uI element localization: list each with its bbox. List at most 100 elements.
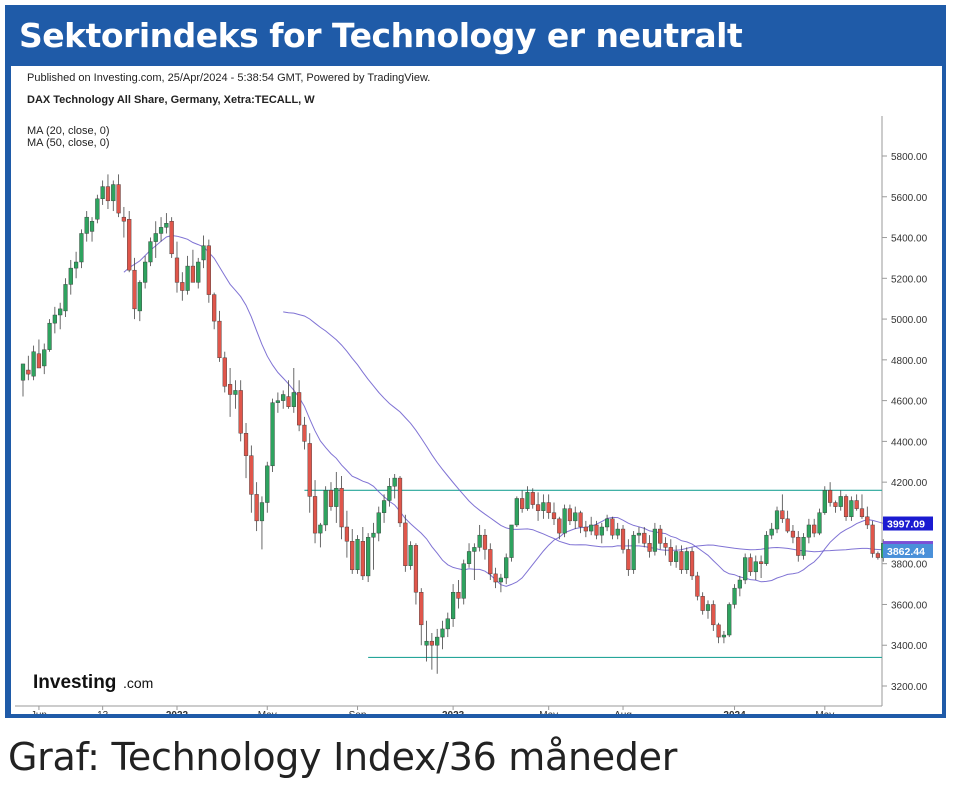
candle-body bbox=[796, 536, 801, 556]
y-tick-label: 4200.00 bbox=[891, 478, 928, 489]
candle-body bbox=[859, 508, 865, 518]
candle-down bbox=[344, 510, 350, 558]
candle-body bbox=[520, 498, 525, 509]
candle-body bbox=[668, 547, 673, 562]
candle-up bbox=[652, 522, 657, 556]
chart: Published on Investing.com, 25/Apr/2024 … bbox=[11, 66, 942, 714]
price-badge: 3862.44 bbox=[883, 543, 933, 558]
candle-body bbox=[828, 490, 833, 503]
candle-body bbox=[812, 524, 817, 534]
candle-up bbox=[74, 251, 79, 279]
candle-down bbox=[212, 292, 217, 330]
candle-body bbox=[578, 512, 583, 528]
candle-up bbox=[318, 522, 323, 548]
candle-up bbox=[705, 600, 711, 619]
price-badge-box bbox=[883, 543, 933, 558]
candle-body bbox=[758, 561, 764, 564]
candle-body bbox=[413, 545, 419, 593]
candle-down bbox=[312, 480, 318, 544]
candle-up bbox=[573, 506, 578, 530]
candle-up bbox=[684, 547, 689, 574]
candle-body bbox=[514, 498, 519, 526]
candle-down bbox=[132, 257, 137, 320]
candle-body bbox=[164, 223, 169, 228]
candle-up bbox=[498, 573, 503, 593]
candle-body bbox=[196, 261, 201, 283]
candle-down bbox=[456, 580, 461, 609]
candle-body bbox=[562, 508, 567, 534]
x-tick-label: Jun bbox=[31, 710, 47, 714]
candle-down bbox=[350, 529, 355, 574]
candle-up bbox=[42, 343, 47, 375]
candle-down bbox=[828, 482, 833, 507]
candle-up bbox=[822, 486, 827, 515]
candle-body bbox=[652, 528, 657, 552]
candle-up bbox=[63, 278, 68, 318]
candle-down bbox=[36, 339, 42, 369]
candle-up bbox=[371, 522, 376, 570]
candle-up bbox=[408, 541, 413, 570]
candle-body bbox=[504, 557, 509, 579]
candle-body bbox=[854, 500, 859, 509]
candle-body bbox=[339, 488, 344, 528]
candle-body bbox=[705, 604, 711, 611]
candle-up bbox=[514, 496, 519, 527]
candle-down bbox=[493, 567, 498, 589]
candle-body bbox=[583, 526, 588, 532]
candle-body bbox=[243, 433, 249, 456]
candle-body bbox=[679, 551, 684, 571]
candle-up bbox=[737, 575, 742, 597]
candle-down bbox=[360, 527, 365, 580]
candle-down bbox=[711, 600, 716, 631]
candle-body bbox=[222, 357, 227, 387]
candle-body bbox=[265, 465, 270, 503]
candle-body bbox=[174, 257, 180, 283]
logo-suffix: .com bbox=[123, 675, 153, 691]
candle-up bbox=[111, 180, 116, 212]
candle-up bbox=[732, 584, 737, 609]
candle-down bbox=[790, 524, 796, 544]
candle-body bbox=[631, 534, 636, 571]
candle-body bbox=[281, 394, 286, 401]
candle-body bbox=[663, 543, 668, 548]
candle-body bbox=[312, 496, 318, 534]
candle-body bbox=[84, 216, 89, 234]
candle-body bbox=[790, 530, 796, 538]
candle-up bbox=[143, 255, 148, 289]
candle-body bbox=[451, 592, 456, 619]
candle-down bbox=[647, 535, 652, 558]
candle-down bbox=[180, 272, 185, 301]
x-tick-label: Aug bbox=[614, 710, 632, 714]
y-tick-label: 5000.00 bbox=[891, 315, 928, 326]
candle-up bbox=[769, 522, 774, 540]
candle-down bbox=[610, 516, 615, 540]
candle-body bbox=[350, 541, 355, 571]
x-tick-label: 13 bbox=[97, 710, 109, 714]
candles bbox=[20, 174, 886, 674]
candle-body bbox=[185, 265, 190, 291]
candle-body bbox=[647, 543, 652, 552]
price-badge-label: 3862.44 bbox=[887, 546, 925, 558]
candle-up bbox=[631, 531, 636, 574]
candle-up bbox=[849, 496, 854, 521]
caption: Graf: Technology Index/36 måneder bbox=[8, 735, 678, 779]
candle-body bbox=[589, 524, 594, 532]
candle-body bbox=[47, 322, 52, 350]
y-tick-label: 4600.00 bbox=[891, 397, 928, 408]
candle-up bbox=[52, 306, 57, 334]
candle-body bbox=[535, 504, 541, 511]
candle-body bbox=[700, 596, 705, 611]
x-tick-label: Sep bbox=[349, 710, 367, 714]
candle-down bbox=[238, 380, 243, 442]
candle-body bbox=[318, 524, 323, 534]
candle-down bbox=[297, 380, 302, 432]
candle-body bbox=[206, 245, 211, 295]
candle-body bbox=[472, 547, 477, 552]
candle-body bbox=[275, 400, 280, 403]
candle-body bbox=[541, 502, 546, 511]
candle-body bbox=[509, 524, 514, 558]
candle-up bbox=[148, 237, 153, 267]
candle-body bbox=[397, 477, 403, 524]
candle-up bbox=[509, 524, 514, 562]
x-tick-label: 2024 bbox=[723, 710, 746, 714]
